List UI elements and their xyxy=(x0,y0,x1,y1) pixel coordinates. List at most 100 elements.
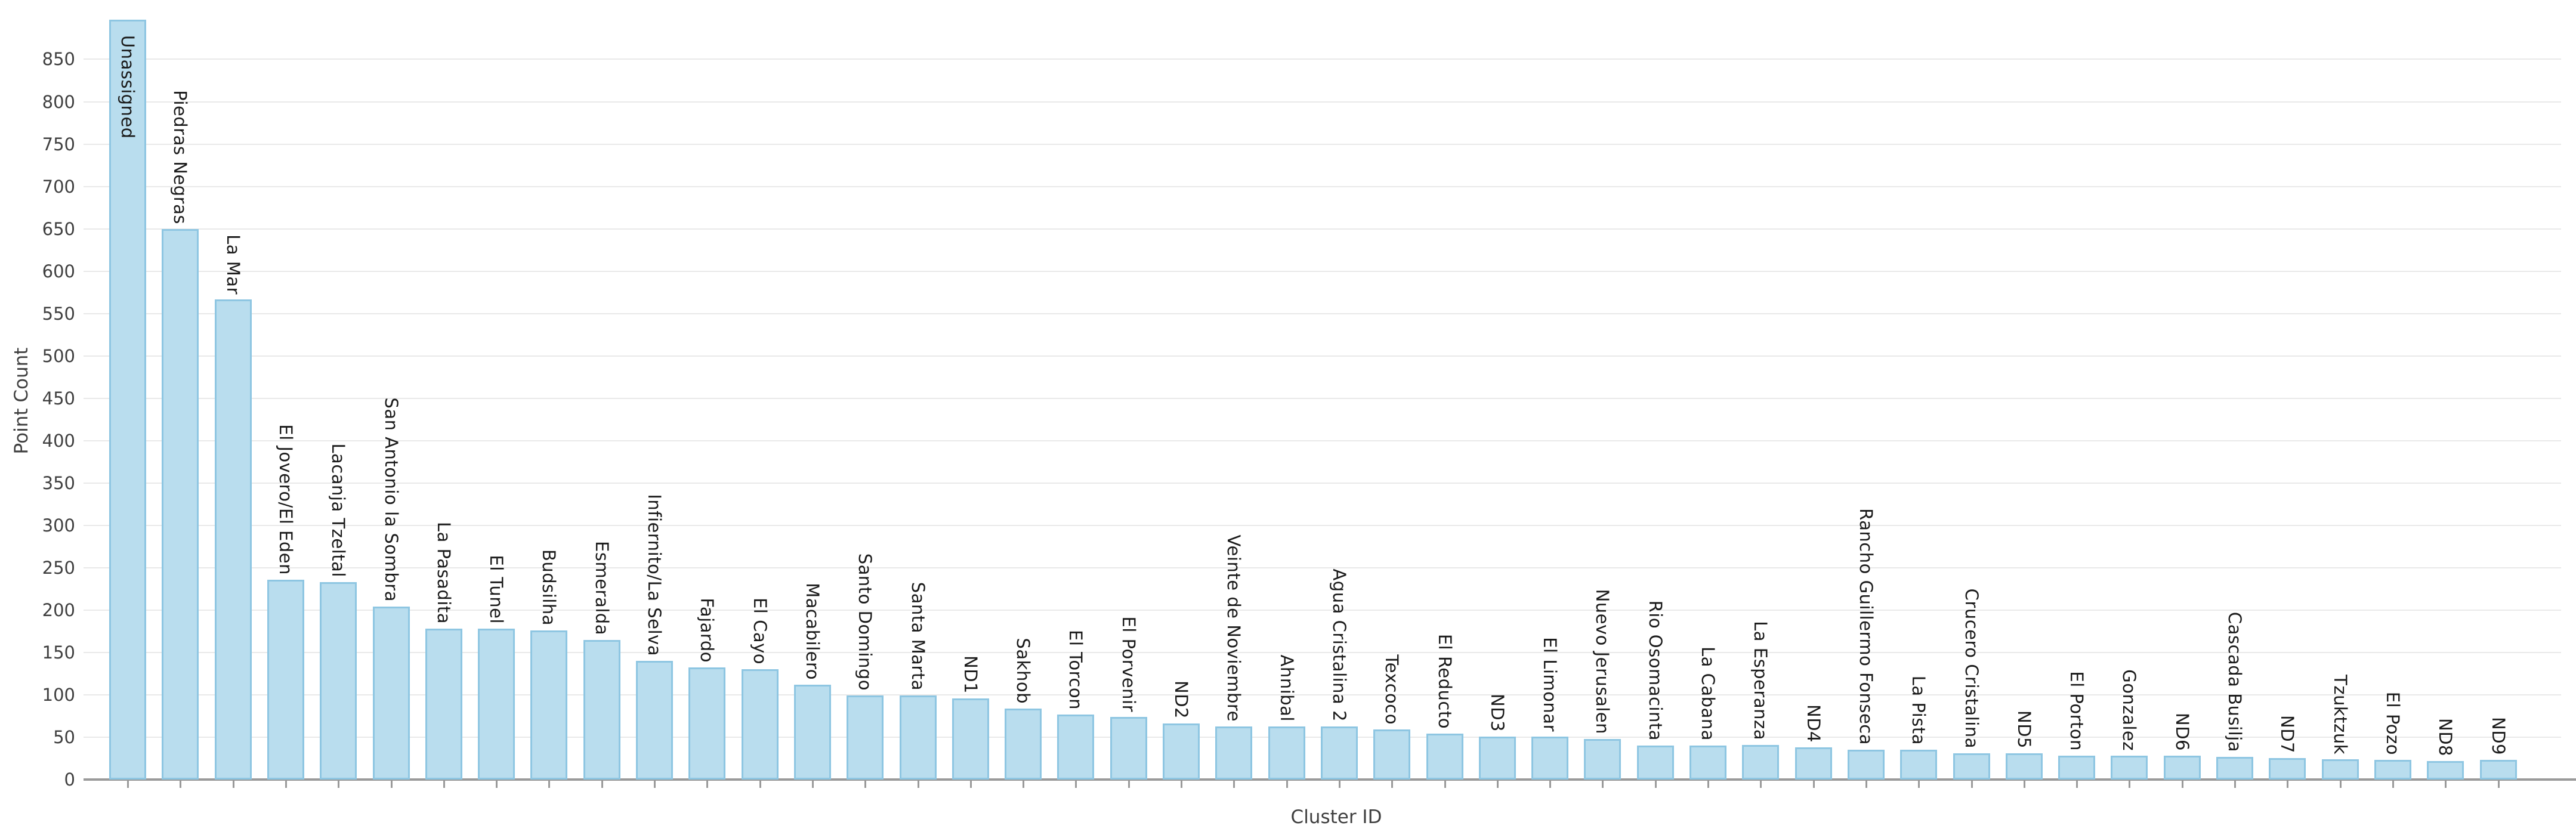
x-tick-mark xyxy=(233,781,234,788)
y-tick-label: 200 xyxy=(42,599,75,620)
y-tick-label: 250 xyxy=(42,557,75,578)
category-label: Santa Marta xyxy=(908,582,928,691)
bar xyxy=(109,20,146,780)
gridline-y-700 xyxy=(84,185,2561,187)
gridline-y-500 xyxy=(84,355,2561,357)
x-tick-mark xyxy=(601,781,603,788)
x-tick-mark xyxy=(1655,781,1657,788)
y-tick-label: 600 xyxy=(42,261,75,282)
x-tick-mark xyxy=(1339,781,1340,788)
gridline-y-200 xyxy=(84,609,2561,611)
x-tick-mark xyxy=(1549,781,1551,788)
category-label: San Antonio la Sombra xyxy=(381,397,401,602)
x-tick-mark xyxy=(285,781,287,788)
bar xyxy=(900,695,937,780)
x-tick-mark xyxy=(2498,781,2500,788)
x-tick-mark xyxy=(2129,781,2130,788)
category-label: Unassigned xyxy=(118,35,138,139)
gridline-y-550 xyxy=(84,313,2561,314)
y-tick-label: 650 xyxy=(42,218,75,239)
x-axis-title: Cluster ID xyxy=(1290,806,1382,828)
bar xyxy=(2322,759,2359,780)
y-tick-label: 400 xyxy=(42,430,75,451)
bar xyxy=(1584,739,1621,780)
category-label: El Pozo xyxy=(2383,691,2403,755)
x-tick-mark xyxy=(338,781,339,788)
category-label: La Esperanza xyxy=(1750,621,1771,740)
bar xyxy=(2216,757,2253,780)
category-label: Piedras Negras xyxy=(170,90,190,224)
category-label: Lacanja Tzeltal xyxy=(328,443,348,577)
category-label: ND2 xyxy=(1171,681,1191,719)
x-tick-mark xyxy=(1497,781,1499,788)
category-label: Macabilero xyxy=(802,583,823,680)
category-label: El Limonar xyxy=(1540,637,1560,732)
category-label: La Pista xyxy=(1908,675,1929,745)
category-label: El Porton xyxy=(2067,671,2087,751)
y-tick-label: 300 xyxy=(42,515,75,536)
category-label: El Cayo xyxy=(750,597,770,664)
y-tick-label: 450 xyxy=(42,388,75,409)
y-tick-label: 850 xyxy=(42,49,75,70)
bar xyxy=(2480,760,2517,780)
bar xyxy=(267,580,304,780)
x-tick-mark xyxy=(1023,781,1024,788)
x-tick-mark xyxy=(2392,781,2394,788)
bar xyxy=(1215,726,1252,780)
bar xyxy=(2269,758,2306,780)
category-label: ND3 xyxy=(1487,694,1508,732)
x-tick-mark xyxy=(1286,781,1288,788)
bar xyxy=(2374,760,2411,780)
category-label: Agua Cristalina 2 xyxy=(1329,568,1349,722)
bar xyxy=(952,698,989,780)
category-label: El Reducto xyxy=(1435,633,1455,729)
x-tick-mark xyxy=(443,781,445,788)
category-label: ND7 xyxy=(2277,715,2297,753)
gridline-y-250 xyxy=(84,567,2561,568)
bar xyxy=(162,229,199,780)
x-tick-mark xyxy=(2234,781,2236,788)
category-label: Fajardo xyxy=(697,598,717,663)
bar xyxy=(1479,737,1516,780)
x-tick-mark xyxy=(812,781,814,788)
x-tick-mark xyxy=(1971,781,1973,788)
x-tick-mark xyxy=(2445,781,2447,788)
bar xyxy=(1005,709,1042,780)
gridline-y-150 xyxy=(84,651,2561,653)
x-tick-mark xyxy=(2182,781,2183,788)
x-tick-mark xyxy=(706,781,708,788)
category-label: ND5 xyxy=(2014,710,2034,749)
bar xyxy=(320,582,357,780)
category-label: La Mar xyxy=(223,234,243,295)
bar xyxy=(742,669,779,780)
category-label: Sakhob xyxy=(1013,638,1033,704)
bar xyxy=(583,640,620,780)
x-tick-mark xyxy=(2076,781,2078,788)
bar xyxy=(215,299,252,780)
category-label: Veinte de Noviembre xyxy=(1224,534,1244,722)
gridline-y-300 xyxy=(84,524,2561,526)
x-tick-mark xyxy=(127,781,129,788)
category-label: Santo Domingo xyxy=(855,553,875,691)
category-label: Nuevo Jerusalen xyxy=(1592,589,1613,734)
x-tick-mark xyxy=(2340,781,2342,788)
category-label: Ahnibal xyxy=(1277,654,1297,722)
x-tick-mark xyxy=(180,781,181,788)
gridline-y-650 xyxy=(84,228,2561,230)
bar xyxy=(1110,717,1147,780)
bar xyxy=(478,629,515,780)
x-tick-mark xyxy=(548,781,550,788)
category-label: ND4 xyxy=(1803,704,1824,743)
gridline-y-100 xyxy=(84,694,2561,695)
y-tick-label: 750 xyxy=(42,134,75,154)
x-tick-mark xyxy=(918,781,919,788)
category-label: Budsilha xyxy=(539,549,559,626)
gridline-y-600 xyxy=(84,270,2561,272)
y-tick-label: 100 xyxy=(42,684,75,705)
gridline-y-350 xyxy=(84,482,2561,484)
category-label: El Jovero/El Eden xyxy=(276,424,296,575)
x-tick-mark xyxy=(1075,781,1077,788)
bar xyxy=(1268,726,1305,780)
x-tick-mark xyxy=(970,781,972,788)
bar xyxy=(1742,745,1779,780)
